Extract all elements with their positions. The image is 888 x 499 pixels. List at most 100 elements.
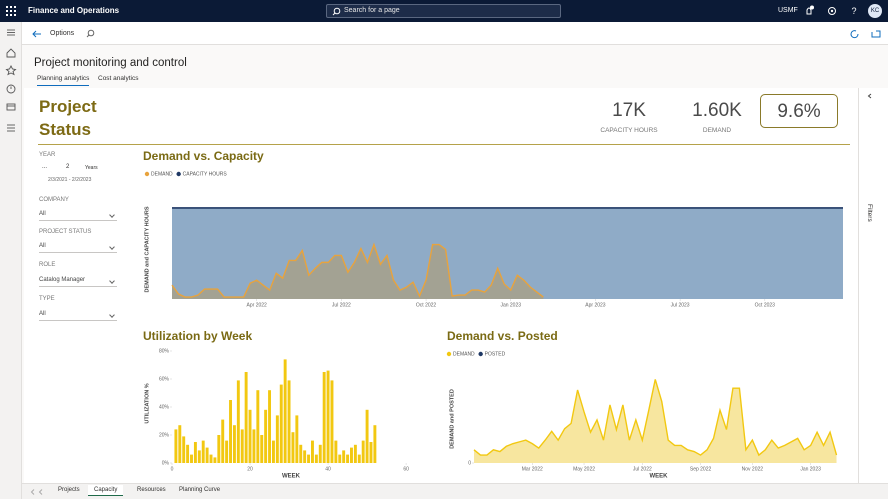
filter-label: YEAR	[39, 152, 56, 158]
action-bar: Options	[22, 22, 888, 45]
bar	[193, 442, 197, 463]
dropdown[interactable]: All	[39, 311, 117, 321]
collapse-icon[interactable]	[867, 93, 873, 99]
page-title: Project monitoring and control	[34, 57, 187, 69]
avatar[interactable]: KC	[868, 4, 882, 18]
bar	[373, 425, 377, 463]
y-tick-label: 20%	[159, 432, 170, 438]
page-actions[interactable]	[850, 29, 886, 39]
tab-nav[interactable]	[30, 489, 46, 495]
x-tick-label: Nov 2022	[742, 466, 764, 472]
bar	[232, 425, 236, 463]
back-button[interactable]	[32, 30, 42, 38]
x-tick-label: Jul 2023	[671, 302, 690, 308]
x-tick-label: 0	[171, 466, 174, 472]
bar	[326, 370, 330, 463]
header-icons[interactable]: ?	[804, 5, 864, 17]
bar	[186, 444, 190, 463]
app-launcher[interactable]	[6, 6, 16, 16]
page-tab[interactable]: Planning Curve	[179, 487, 221, 493]
bar	[291, 432, 295, 463]
page-tab[interactable]: Projects	[58, 487, 80, 493]
filters-pane[interactable]: Filters	[858, 88, 888, 483]
bar	[178, 425, 182, 463]
bar	[279, 384, 283, 463]
bar	[365, 409, 369, 463]
bar	[182, 436, 186, 463]
tab[interactable]: Cost analytics	[98, 75, 139, 82]
kpi-label: CAPACITY HOURS	[600, 127, 658, 134]
bar	[342, 450, 346, 463]
y-tick-label: 0	[468, 460, 471, 466]
legend-marker	[446, 351, 452, 357]
page-tabs	[22, 483, 888, 499]
bar	[283, 359, 287, 463]
slicer-period[interactable]: ...	[42, 164, 48, 170]
y-axis-label: DEMAND and CAPACITY HOURS	[144, 206, 150, 292]
nav-icons[interactable]	[0, 22, 22, 142]
bar	[264, 409, 268, 463]
bar	[275, 415, 279, 463]
kpi-value: 1.60K	[692, 100, 742, 121]
search-box[interactable]: Search for a page	[326, 4, 561, 18]
bar	[256, 390, 260, 463]
bar	[310, 440, 314, 463]
slicer-unit[interactable]: Years	[85, 165, 98, 171]
bar	[318, 444, 322, 463]
chart-title: Demand vs. Posted	[447, 329, 558, 343]
bar	[369, 442, 373, 463]
y-tick-label: 60%	[159, 376, 170, 382]
bar	[338, 454, 342, 463]
header-rule	[38, 144, 850, 145]
bar	[213, 457, 217, 463]
bar	[209, 454, 213, 463]
bar	[201, 440, 205, 463]
bar	[225, 440, 229, 463]
slicer-count[interactable]: 2	[66, 164, 70, 170]
bar	[299, 444, 303, 463]
bar	[361, 440, 365, 463]
x-tick-label: Jul 2022	[332, 302, 351, 308]
bar	[314, 454, 318, 463]
bar	[236, 380, 240, 463]
bar	[174, 429, 178, 463]
x-tick-label: May 2022	[573, 466, 595, 472]
kpi-value: 17K	[612, 100, 646, 121]
kpi-value: 9.6%	[777, 101, 821, 122]
x-tick-label: Apr 2023	[585, 302, 606, 308]
bar	[357, 454, 361, 463]
x-axis-label: WEEK	[282, 474, 301, 480]
dropdown[interactable]: All	[39, 243, 117, 253]
app-name: Finance and Operations	[28, 6, 120, 15]
bar	[252, 429, 256, 463]
x-tick-label: Jan 2023	[800, 466, 821, 472]
top-bar: Finance and Operations Search for a page…	[0, 0, 888, 22]
filter-label: TYPE	[39, 296, 55, 302]
company[interactable]: USMF	[778, 7, 798, 14]
legend-label: POSTED	[485, 351, 506, 357]
breadcrumb: Options	[50, 30, 75, 37]
bar	[287, 380, 291, 463]
dropdown[interactable]: All	[39, 211, 117, 221]
x-tick-label: Oct 2022	[416, 302, 437, 308]
tab[interactable]: Planning analytics	[37, 75, 90, 86]
dropdown[interactable]: Catalog Manager	[39, 277, 117, 287]
x-tick-label: Jul 2022	[633, 466, 652, 472]
x-axis-label: WEEK	[650, 474, 669, 480]
bar	[334, 440, 338, 463]
page-tab[interactable]: Capacity	[88, 485, 124, 496]
kpi-card	[760, 94, 838, 128]
series-line	[171, 242, 544, 298]
x-tick-label: 20	[247, 466, 253, 472]
series-line	[473, 379, 838, 457]
bar	[197, 450, 201, 463]
bar	[244, 372, 248, 463]
page-tab[interactable]: Resources	[137, 487, 166, 493]
bar	[295, 415, 299, 463]
kpi-label: DEMAND	[702, 127, 732, 134]
x-tick-label: Sep 2022	[690, 466, 712, 472]
search-icon[interactable]	[86, 29, 95, 38]
chart-title: Utilization by Week	[143, 329, 252, 343]
